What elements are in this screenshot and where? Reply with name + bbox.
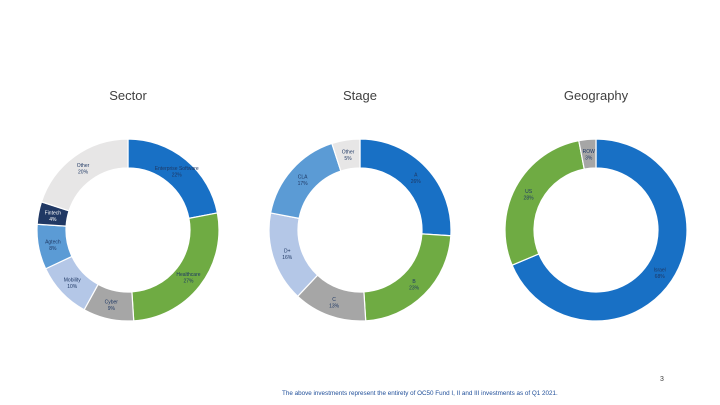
slice-label-mobility: Mobility 10% bbox=[64, 277, 81, 290]
slice-label-enterprise-software: Enterprise Software 22% bbox=[155, 166, 199, 179]
slice-label-healthcare: Healthcare 27% bbox=[176, 272, 200, 285]
slice-label-cyber: Cyber 9% bbox=[105, 300, 119, 313]
sector-chart-title: Sector bbox=[109, 88, 147, 103]
stage-chart-title: Stage bbox=[343, 88, 377, 103]
slice-label-c: C 13% bbox=[329, 297, 340, 310]
slice-label-other: Other 5% bbox=[342, 149, 355, 162]
slice-label-agtech: Agtech 8% bbox=[45, 239, 61, 252]
slice-a bbox=[359, 138, 452, 237]
page-number: 3 bbox=[660, 376, 664, 383]
slice-enterprise-software bbox=[127, 138, 219, 220]
slice-label-a: A 26% bbox=[411, 173, 422, 186]
slice-label-israel: Israel 68% bbox=[654, 267, 666, 280]
slice-label-cla: CLA 17% bbox=[298, 174, 309, 187]
slice-label-row: ROW 3% bbox=[583, 149, 596, 162]
slice-label-b: B 23% bbox=[409, 279, 420, 292]
slice-row bbox=[578, 138, 597, 170]
slice-label-d: D+ 16% bbox=[282, 249, 293, 262]
footnote: The above investments represent the enti… bbox=[282, 390, 558, 397]
slice-other bbox=[331, 138, 361, 172]
geography-donut-chart: Israel 68% US 28% ROW 3% bbox=[504, 138, 688, 322]
slice-israel bbox=[511, 138, 688, 322]
slice-us bbox=[504, 139, 585, 266]
stage-donut-chart: A 26% B 23% C 13% D+ 16% CLA 17% Other 5% bbox=[268, 138, 452, 322]
geography-chart-title: Geography bbox=[563, 88, 629, 103]
sector-donut-chart: Enterprise Software 22% Healthcare 27% Cyber… bbox=[36, 138, 220, 322]
slice-healthcare bbox=[131, 212, 220, 322]
slice-other bbox=[40, 138, 129, 212]
slice-d bbox=[268, 212, 319, 298]
slice-b bbox=[363, 233, 452, 322]
slice-label-other: Other 20% bbox=[77, 163, 90, 176]
slice-label-fintech: Fintech 4% bbox=[45, 211, 62, 224]
slice-label-us: US 28% bbox=[524, 189, 535, 202]
